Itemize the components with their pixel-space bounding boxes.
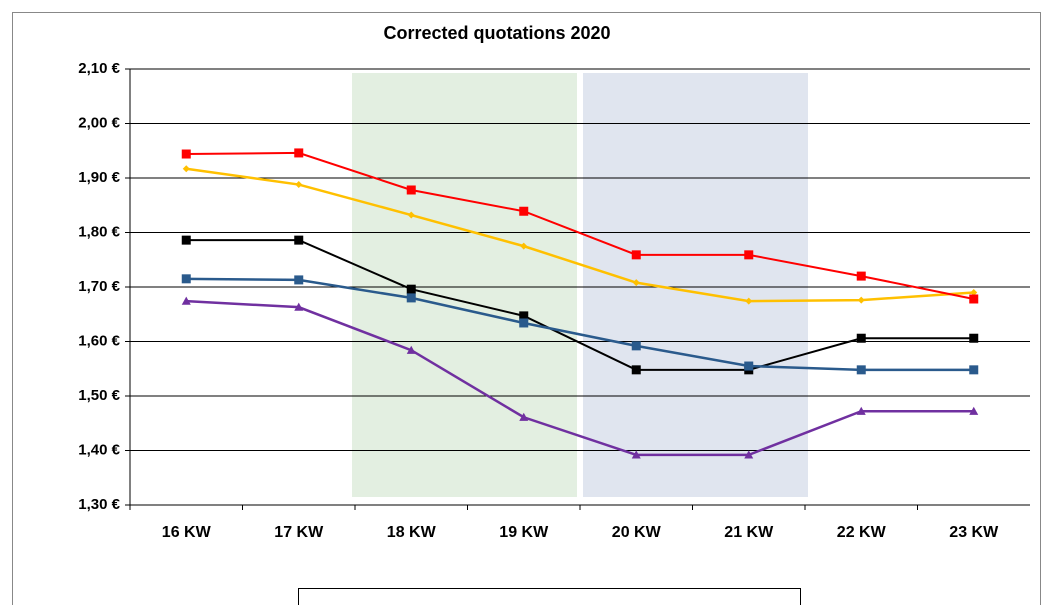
marker bbox=[744, 362, 753, 371]
x-tick-label: 16 KW bbox=[162, 524, 212, 541]
y-tick-label: 1,50 € bbox=[78, 387, 120, 404]
marker bbox=[969, 334, 978, 343]
y-tick-label: 1,60 € bbox=[78, 332, 120, 349]
marker bbox=[294, 236, 303, 245]
marker bbox=[857, 334, 866, 343]
y-tick-label: 1,70 € bbox=[78, 278, 120, 295]
chart-title: Corrected quotations 2020 bbox=[383, 23, 610, 43]
y-tick-label: 2,10 € bbox=[78, 60, 120, 77]
marker bbox=[182, 274, 191, 283]
marker bbox=[407, 185, 416, 194]
x-tick-label: 20 KW bbox=[612, 524, 662, 541]
marker bbox=[407, 293, 416, 302]
marker bbox=[182, 150, 191, 159]
marker bbox=[969, 365, 978, 374]
marker bbox=[519, 207, 528, 216]
marker bbox=[857, 365, 866, 374]
y-tick-label: 2,00 € bbox=[78, 114, 120, 131]
x-tick-label: 22 KW bbox=[837, 524, 887, 541]
marker bbox=[182, 236, 191, 245]
x-tick-label: 23 KW bbox=[949, 524, 999, 541]
x-tick-label: 17 KW bbox=[274, 524, 324, 541]
marker bbox=[969, 294, 978, 303]
y-tick-label: 1,90 € bbox=[78, 169, 120, 186]
x-tick-label: 19 KW bbox=[499, 524, 549, 541]
marker bbox=[857, 272, 866, 281]
y-tick-label: 1,30 € bbox=[78, 496, 120, 513]
watermark-left bbox=[352, 73, 577, 497]
legend-box bbox=[299, 589, 801, 605]
marker bbox=[294, 275, 303, 284]
y-tick-label: 1,80 € bbox=[78, 223, 120, 240]
marker bbox=[407, 285, 416, 294]
marker bbox=[294, 148, 303, 157]
marker bbox=[632, 341, 641, 350]
chart: Corrected quotations 2020 1,30 € 1,40 € 1,… bbox=[0, 0, 1049, 605]
watermark-right bbox=[583, 73, 808, 497]
marker bbox=[632, 250, 641, 259]
marker bbox=[744, 250, 753, 259]
marker bbox=[632, 365, 641, 374]
y-tick-label: 1,40 € bbox=[78, 441, 120, 458]
marker bbox=[519, 318, 528, 327]
x-tick-label: 21 KW bbox=[724, 524, 774, 541]
x-tick-label: 18 KW bbox=[387, 524, 437, 541]
